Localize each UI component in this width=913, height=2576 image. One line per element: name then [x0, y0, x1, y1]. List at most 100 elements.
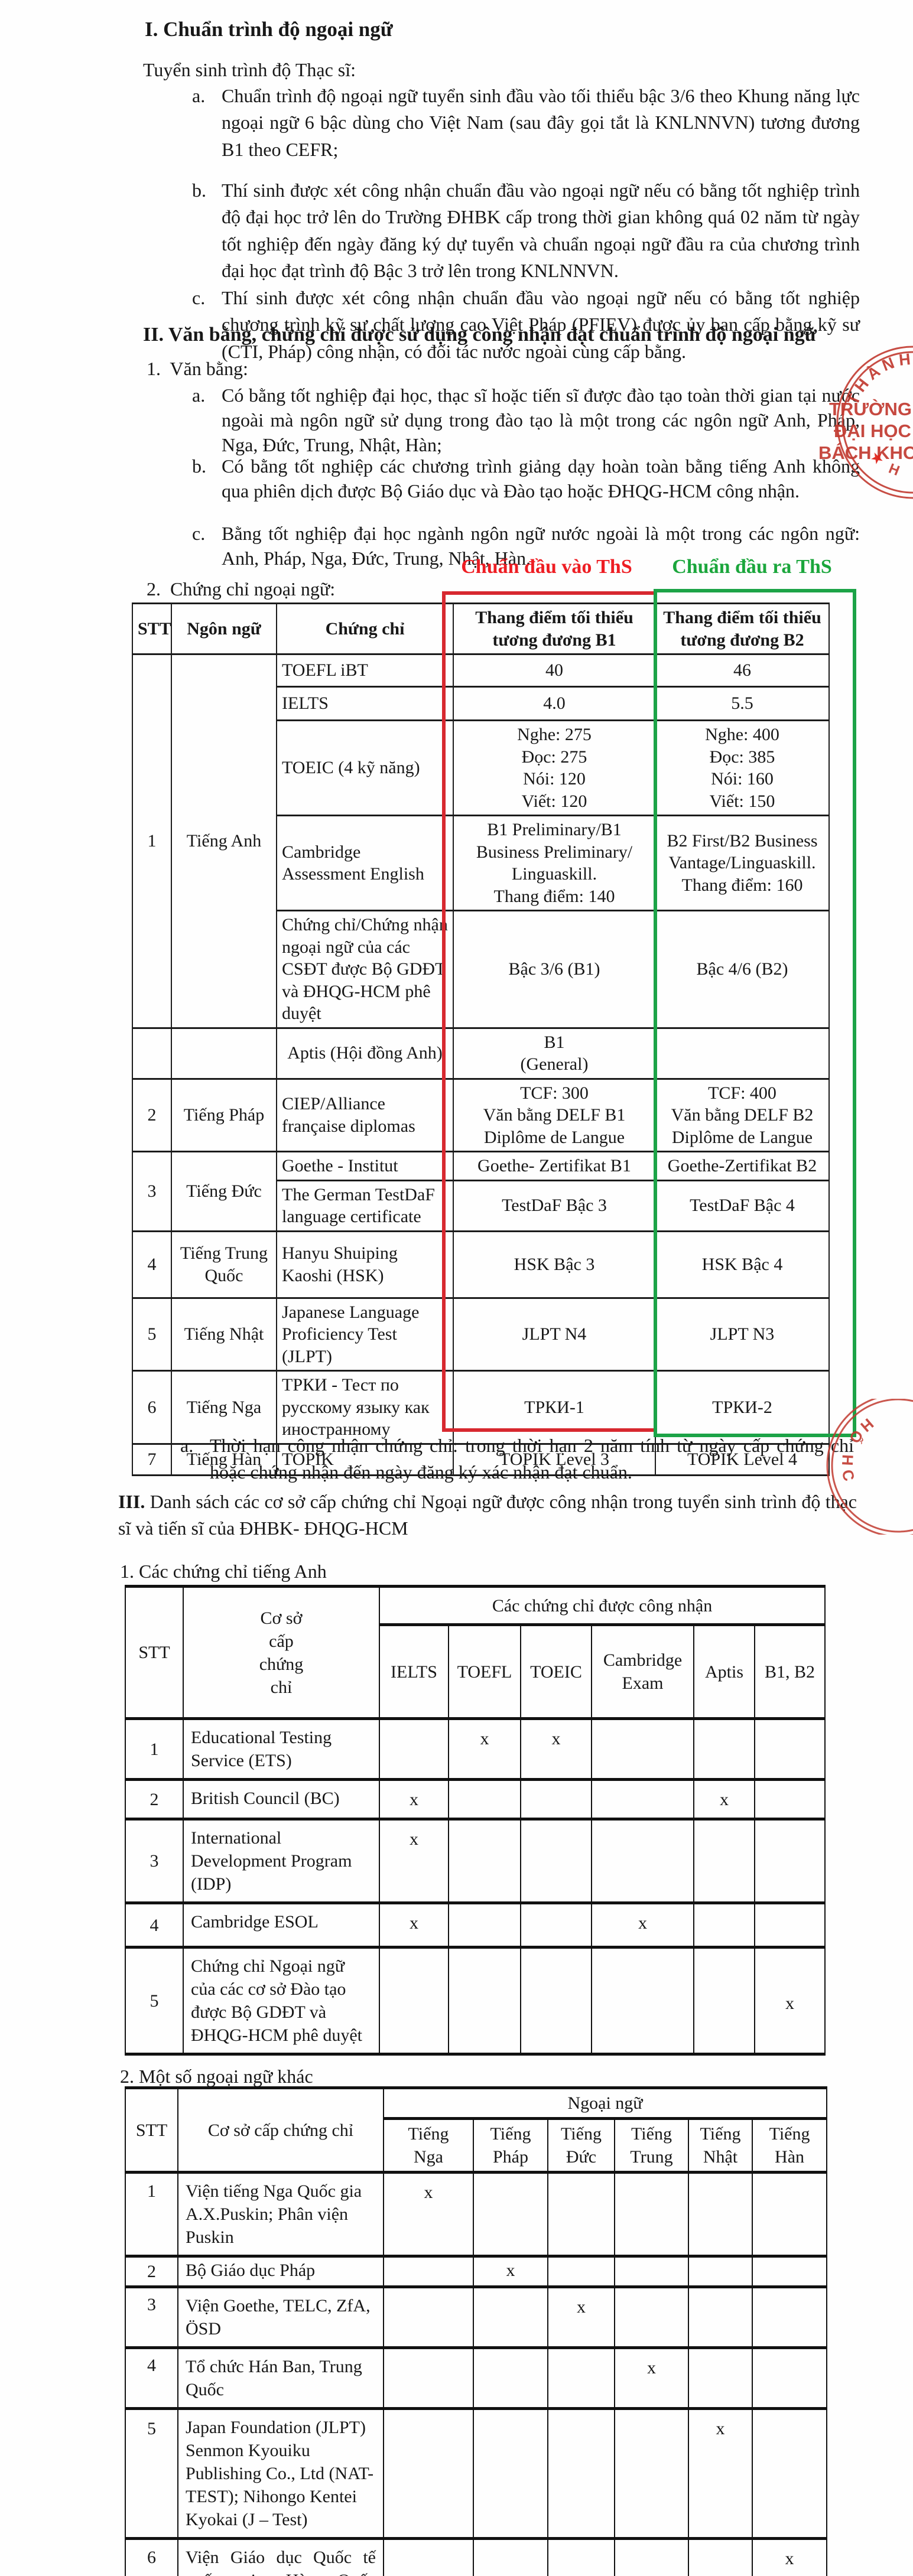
stt-cell: 5 [132, 1297, 172, 1372]
header-col-german: Tiếng Đức [547, 2117, 615, 2174]
list-item-text: Bằng tốt nghiệp đại học ngành ngôn ngữ n… [222, 523, 860, 569]
lang-cell: Tiếng Nhật [171, 1297, 277, 1372]
list-item-b: b. Thí sinh được xét công nhận chuẩn đầu… [192, 177, 860, 285]
list-item-label: a. [192, 85, 206, 106]
mark-cell [383, 2537, 474, 2576]
mark-cell [379, 1717, 449, 1781]
svg-text:★: ★ [866, 447, 889, 469]
b2-cell: TestDaF Bậc 4 [655, 1179, 830, 1232]
org-cell: Bộ Giáo dục Pháp [177, 2255, 384, 2288]
list-item-2c: c. Bằng tốt nghiệp đại học ngành ngôn ng… [192, 521, 860, 571]
list-item-text: Có bằng tốt nghiệp các chương trình giản… [222, 455, 860, 502]
cert-cell: TOPIK [276, 1442, 454, 1476]
list-item-c: c. Thí sinh được xét công nhận chuẩn đầu… [192, 285, 860, 365]
stt-cell: 4 [125, 1901, 184, 1949]
sub1-label: 1. [147, 358, 161, 379]
mark-cell [614, 2255, 689, 2288]
stt-cell: 3 [125, 1818, 184, 1904]
table-header-row: IELTS TOEFL TOEIC Cambridge Exam Aptis B… [125, 1623, 826, 1720]
stt-cell: 2 [132, 1077, 172, 1152]
table-en-caption: 1. Các chứng chỉ tiếng Anh [120, 1561, 327, 1582]
mark-cell [520, 1901, 592, 1949]
section3-title: III. Danh sách các cơ sở cấp chứng chỉ N… [118, 1489, 857, 1542]
stt-cell: 5 [125, 2407, 178, 2540]
header-col-french: Tiếng Pháp [473, 2117, 548, 2174]
cert-cell: Japanese Language Proficiency Test (JLPT… [276, 1297, 454, 1372]
stt-cell: 6 [132, 1370, 172, 1445]
stt-cell: 1 [125, 1717, 184, 1781]
table-row: TOEIC (4 kỹ năng) Nghe: 275 Đọc: 275 Nói… [132, 719, 830, 816]
list-item-text: Thí sinh được xét công nhận chuẩn đầu và… [222, 287, 860, 362]
b2-cell: Bậc 4/6 (B2) [655, 910, 830, 1029]
table-header-row: Tiếng Nga Tiếng Pháp Tiếng Đức Tiếng Tru… [125, 2117, 828, 2174]
header-group: Các chứng chỉ được công nhận [378, 1585, 826, 1626]
table-row: 7 Tiếng Hàn TOPIK TOPIK Level 3 TOPIK Le… [132, 1442, 830, 1476]
b1-cell: ТРКИ-1 [453, 1370, 656, 1445]
header-lang: Ngôn ngữ [171, 603, 277, 655]
mark-cell [383, 2285, 474, 2349]
table-row: 4 Tổ chức Hán Ban, Trung Quốc x [125, 2346, 828, 2410]
mark-cell [473, 2285, 548, 2349]
mark-cell [547, 2537, 615, 2576]
list-item-label: c. [192, 523, 206, 544]
mark-cell: x [753, 1946, 826, 2056]
table-row: Chứng chỉ/Chứng nhận ngoại ngữ của các C… [132, 910, 830, 1029]
b2-cell: 5.5 [655, 686, 830, 721]
org-cell: Viện Goethe, TELC, ZfA, ÖSD [177, 2285, 384, 2349]
cert-cell: ТРКИ - Тест по русскому языку как иностр… [276, 1370, 454, 1445]
note-item: a. Thời hạn công nhận chứng chỉ: trong t… [180, 1432, 854, 1486]
table-row: 1 Educational Testing Service (ETS) x x [125, 1717, 826, 1781]
mark-cell [591, 1946, 694, 2056]
mark-cell [520, 1818, 592, 1904]
table-row: 4 Cambridge ESOL x x [125, 1901, 826, 1949]
stamp-bottom-letter: H [886, 461, 902, 479]
certificate-table: STT Ngôn ngữ Chứng chỉ Thang điểm tối th… [132, 603, 830, 1476]
section2-title: II. Văn bằng, chứng chỉ được sử dụng côn… [143, 324, 817, 346]
mark-cell [547, 2255, 615, 2288]
section3-number: III. [118, 1491, 145, 1512]
table-row: 3 Tiếng Đức Goethe - Institut Goethe- Ze… [132, 1151, 830, 1232]
section1-intro: Tuyển sinh trình độ Thạc sĩ: [143, 59, 356, 80]
cert-cell: Goethe - Institut [276, 1151, 454, 1181]
mark-cell: x [473, 2255, 548, 2288]
header-col-toefl: TOEFL [448, 1623, 521, 1720]
table-row: 5 Tiếng Nhật Japanese Language Proficien… [132, 1297, 830, 1372]
sub2-label: 2. [147, 578, 161, 600]
org-cell: Viện Giáo dục Quốc tế quốc gia Hàn Quốc … [177, 2537, 384, 2576]
b1-cell: 4.0 [453, 686, 656, 721]
mark-cell [591, 1717, 694, 1781]
header-stt: STT [132, 603, 172, 655]
header-col-b1b2: B1, B2 [753, 1623, 826, 1720]
mark-cell [547, 2407, 615, 2540]
b2-cell: JLPT N3 [655, 1297, 830, 1372]
mark-cell: x [379, 1778, 449, 1821]
list-item-label: a. [192, 385, 206, 406]
stamp-star: ★ [866, 447, 889, 469]
stt-cell: 1 [125, 2171, 178, 2258]
stt-cell: 2 [125, 2255, 178, 2288]
b1-cell: Goethe- Zertifikat B1 [453, 1151, 656, 1181]
mark-cell [753, 1778, 826, 1821]
mark-cell [753, 1717, 826, 1781]
mark-cell [693, 1717, 755, 1781]
stt-cell: 3 [125, 2285, 178, 2349]
section2-sub2: 2. Chứng chỉ ngoại ngữ: [147, 576, 335, 603]
mark-cell [751, 2171, 828, 2258]
annotation-label-output: Chuẩn đầu ra ThS [672, 556, 832, 578]
mark-cell: x [614, 2346, 689, 2410]
org-cell: Chứng chỉ Ngoại ngữ của các cơ sở Đào tạ… [183, 1946, 380, 2056]
b1-cell: TestDaF Bậc 3 [453, 1179, 656, 1232]
stt-cell: 7 [132, 1442, 172, 1476]
section2-sub1: 1. Văn bằng: [147, 356, 248, 382]
b1-cell: 40 [453, 653, 656, 688]
mark-cell [688, 2346, 753, 2410]
list-item-label: b. [192, 180, 206, 201]
mark-cell [591, 1818, 694, 1904]
b1-cell: JLPT N4 [453, 1297, 656, 1372]
list-item-2b: b. Có bằng tốt nghiệp các chương trình g… [192, 454, 860, 503]
mark-cell [383, 2255, 474, 2288]
b2-cell [655, 1027, 830, 1080]
mark-cell [693, 1946, 755, 2056]
cert-cell: Cambridge Assessment English [276, 815, 454, 911]
mark-cell [473, 2171, 548, 2258]
